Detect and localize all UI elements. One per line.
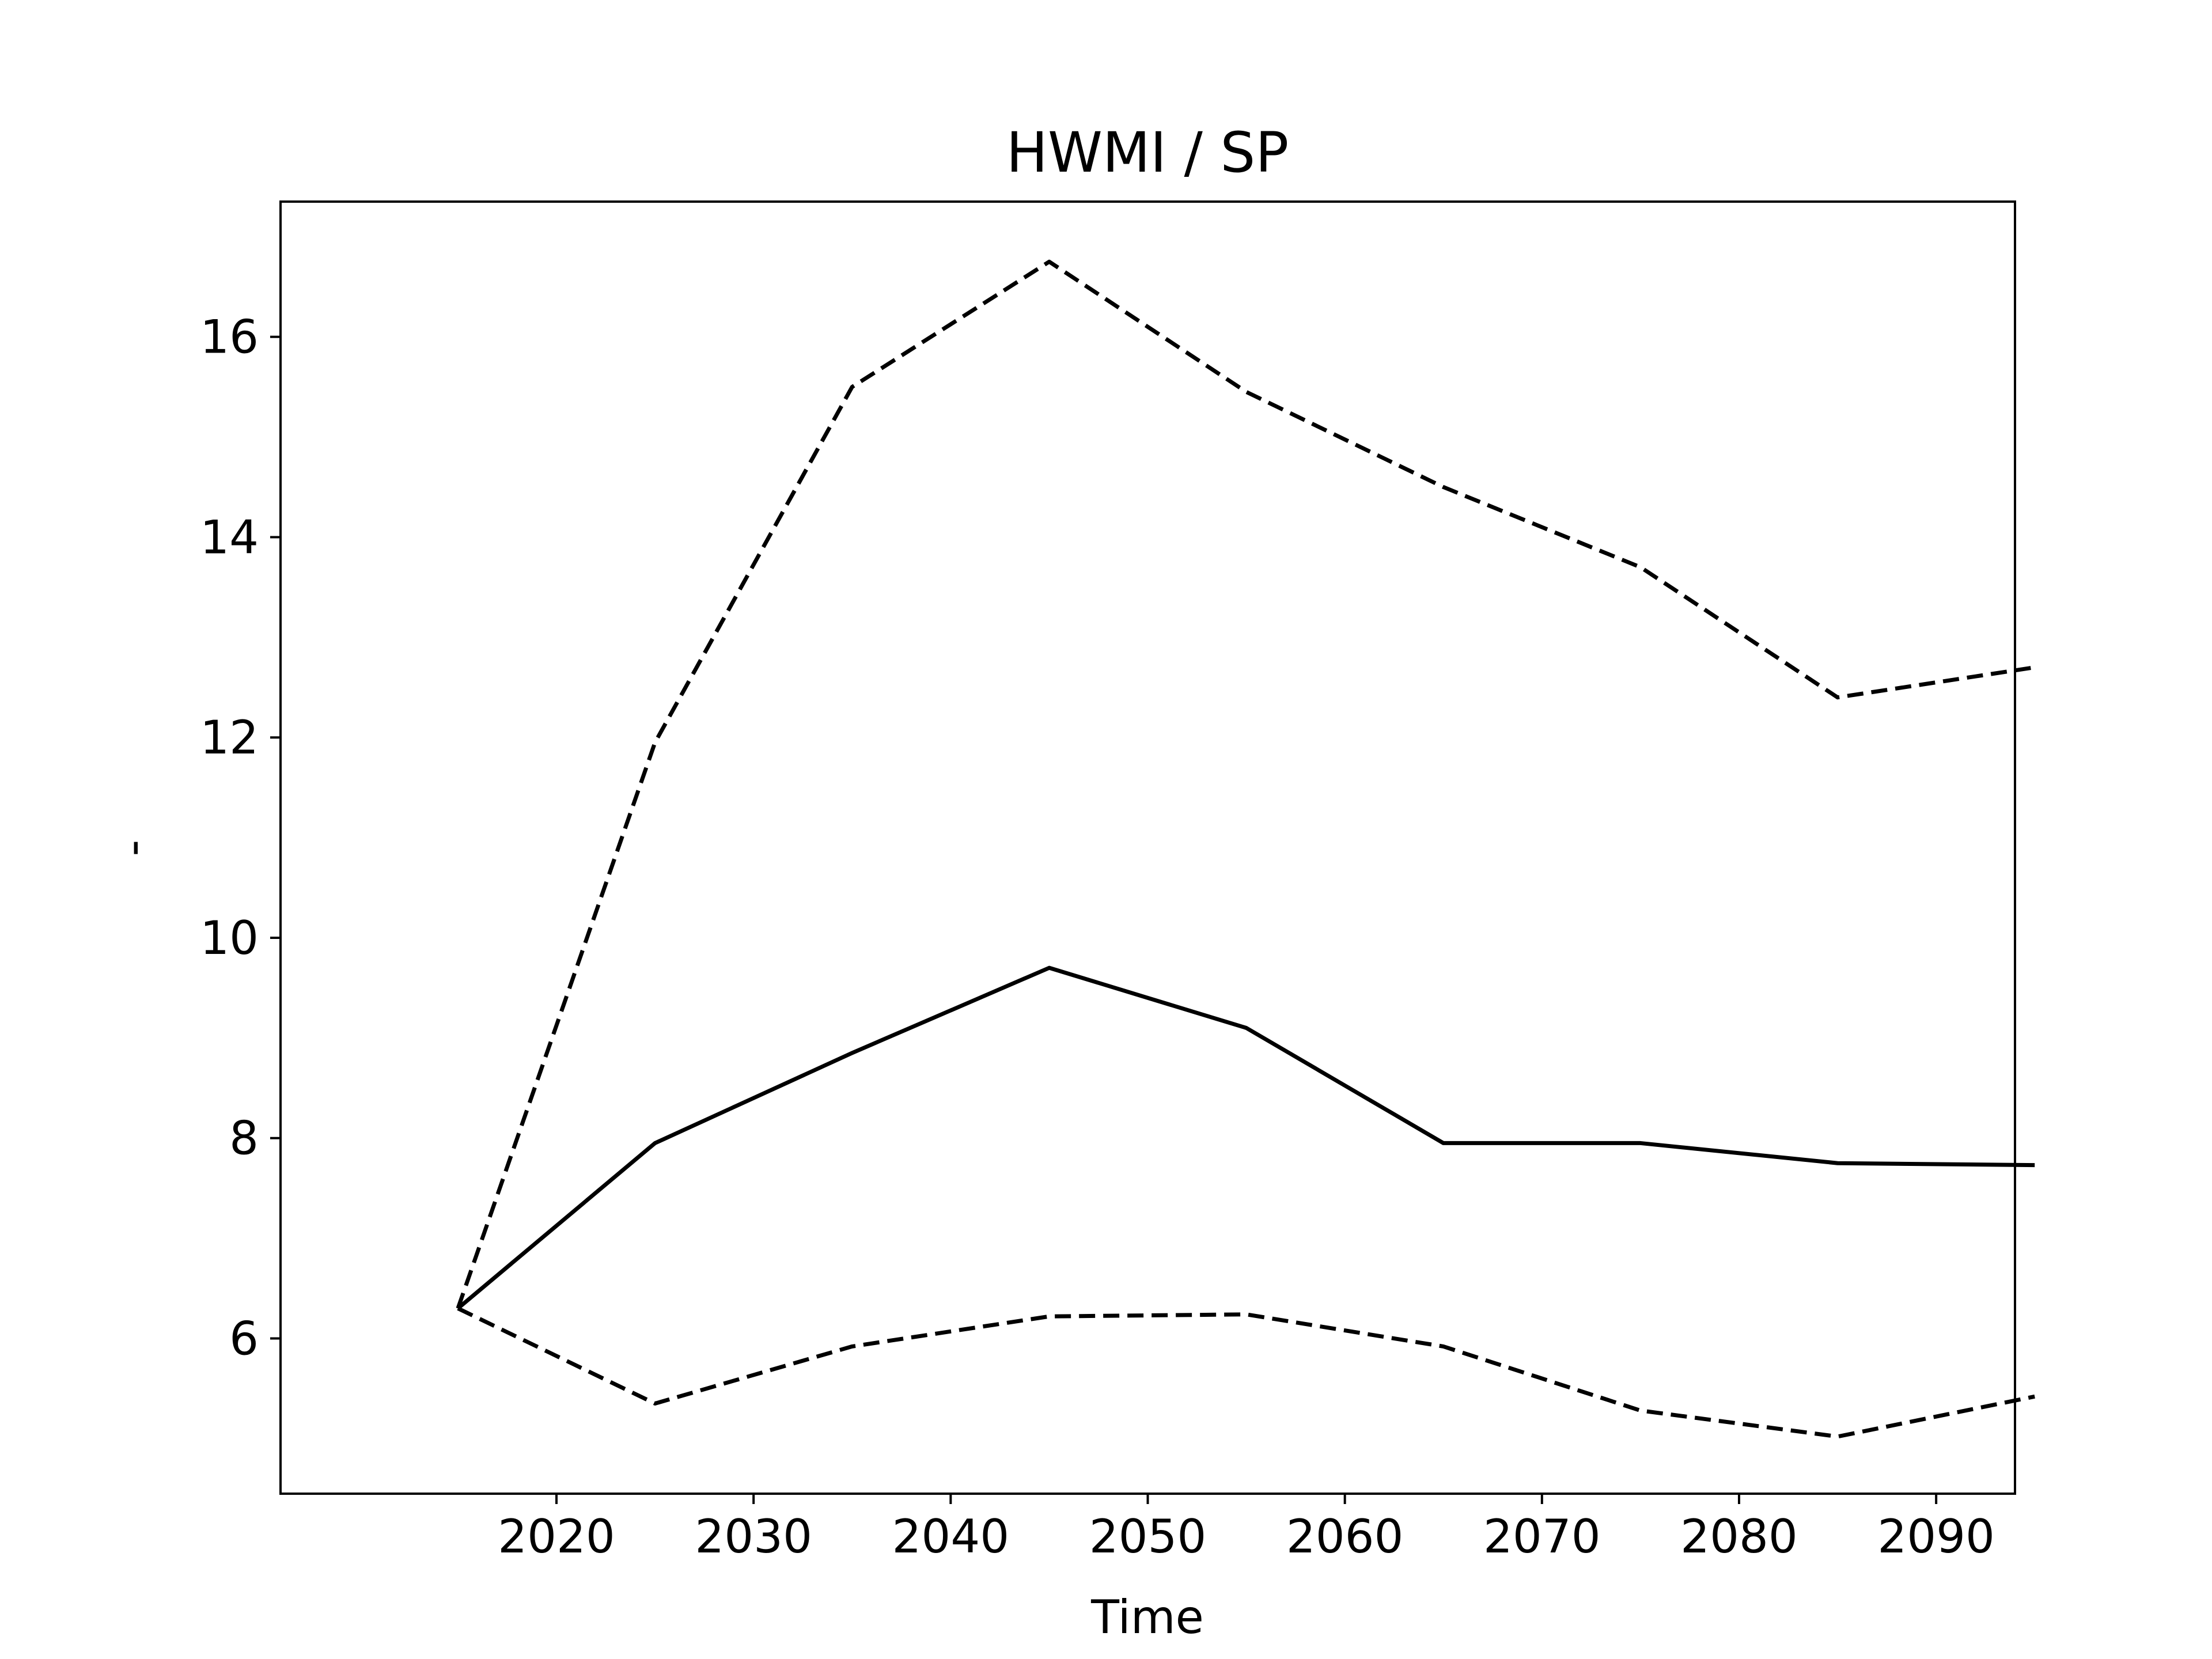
y-tick-label: 8 [229,1112,259,1165]
x-tick-label: 2090 [1877,1510,1995,1563]
y-tick-label: 6 [229,1312,259,1365]
x-tick-label: 2020 [498,1510,615,1563]
x-tick-label: 2070 [1483,1510,1601,1563]
y-axis-label: - [106,840,160,857]
x-axis: 2020 2030 2040 2050 2060 2070 2080 2090 [498,1494,1995,1563]
series-line-3 [457,1306,2035,1439]
y-tick-label: 10 [200,911,259,965]
x-axis-label: Time [1090,1590,1204,1644]
y-axis: 6 8 10 12 14 16 [200,310,281,1365]
plot-frame [279,200,2016,1495]
x-tick-label: 2040 [892,1510,1010,1563]
y-tick-label: 14 [200,510,259,564]
x-tick-label: 2050 [1089,1510,1207,1563]
chart-title: HWMI / SP [1006,120,1289,185]
series-line-1 [456,259,2035,1309]
x-tick-label: 2030 [695,1510,812,1563]
x-tick-label: 2060 [1286,1510,1404,1563]
y-tick-label: 16 [200,310,259,364]
series-layer [456,259,2035,1439]
x-tick-label: 2080 [1680,1510,1798,1563]
series-line-2 [456,965,2035,1310]
y-tick-label: 12 [200,711,259,764]
